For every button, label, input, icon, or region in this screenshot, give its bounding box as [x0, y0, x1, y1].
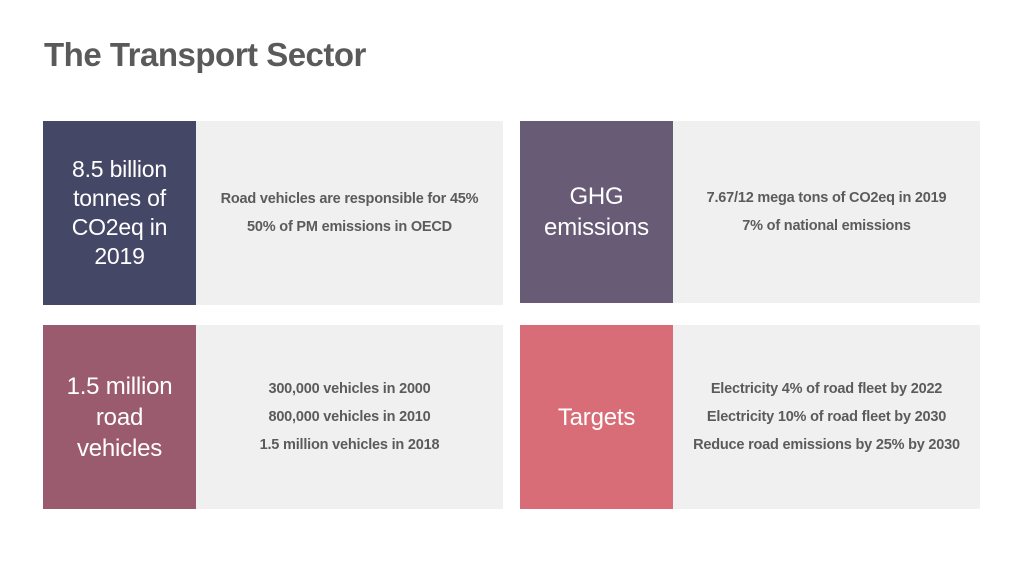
detail-line: Road vehicles are responsible for 45%: [220, 191, 479, 207]
card-road-vehicles: 1.5 million road vehicles 300,000 vehicl…: [43, 325, 503, 509]
card-label: 8.5 billion tonnes of CO2eq in 2019: [71, 156, 168, 269]
card-details: 7.67/12 mega tons of CO2eq in 2019 7% of…: [673, 121, 980, 303]
card-label: Targets: [557, 403, 636, 431]
page-title: The Transport Sector: [44, 36, 366, 73]
detail-line: Reduce road emissions by 25% by 2030: [693, 437, 960, 453]
card-label-box: Targets: [520, 325, 673, 509]
detail-line: 1.5 million vehicles in 2018: [259, 437, 440, 453]
card-co2-total: 8.5 billion tonnes of CO2eq in 2019 Road…: [43, 121, 503, 305]
card-details: 300,000 vehicles in 2000 800,000 vehicle…: [196, 325, 503, 509]
detail-line: Electricity 10% of road fleet by 2030: [706, 409, 947, 425]
card-label: GHG emissions: [544, 183, 649, 241]
card-ghg-emissions: GHG emissions 7.67/12 mega tons of CO2eq…: [520, 121, 980, 303]
card-details: Electricity 4% of road fleet by 2022 Ele…: [673, 325, 980, 509]
card-label-box: GHG emissions: [520, 121, 673, 303]
detail-line: 50% of PM emissions in OECD: [247, 219, 452, 235]
detail-line: Electricity 4% of road fleet by 2022: [710, 381, 943, 397]
card-label-box: 8.5 billion tonnes of CO2eq in 2019: [43, 121, 196, 305]
detail-line: 7.67/12 mega tons of CO2eq in 2019: [706, 190, 947, 206]
detail-line: 7% of national emissions: [742, 218, 911, 234]
card-details: Road vehicles are responsible for 45% 50…: [196, 121, 503, 305]
card-label: 1.5 million road vehicles: [66, 372, 173, 462]
card-label-box: 1.5 million road vehicles: [43, 325, 196, 509]
card-targets: Targets Electricity 4% of road fleet by …: [520, 325, 980, 509]
detail-line: 800,000 vehicles in 2010: [268, 409, 431, 425]
detail-line: 300,000 vehicles in 2000: [268, 381, 431, 397]
